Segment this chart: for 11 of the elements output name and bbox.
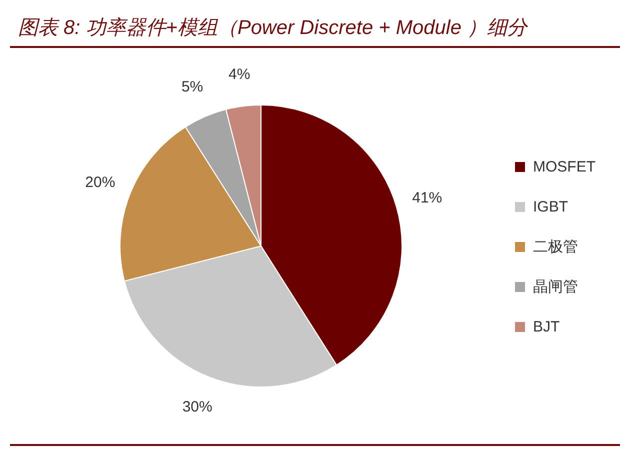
chart-title: 图表 8: 功率器件+模组（Power Discrete + Module ）细分 [18,17,530,39]
legend-label: BJT [533,318,560,336]
data-label: 20% [85,174,116,191]
data-label: 30% [182,398,212,416]
legend-label: MOSFET [533,158,596,176]
legend-label: 晶闸管 [533,278,578,296]
legend-label: IGBT [533,198,568,216]
data-label: 5% [181,78,204,96]
legend-label: 二极管 [533,238,578,256]
data-label: 4% [228,66,250,83]
data-label: 41% [412,189,442,206]
